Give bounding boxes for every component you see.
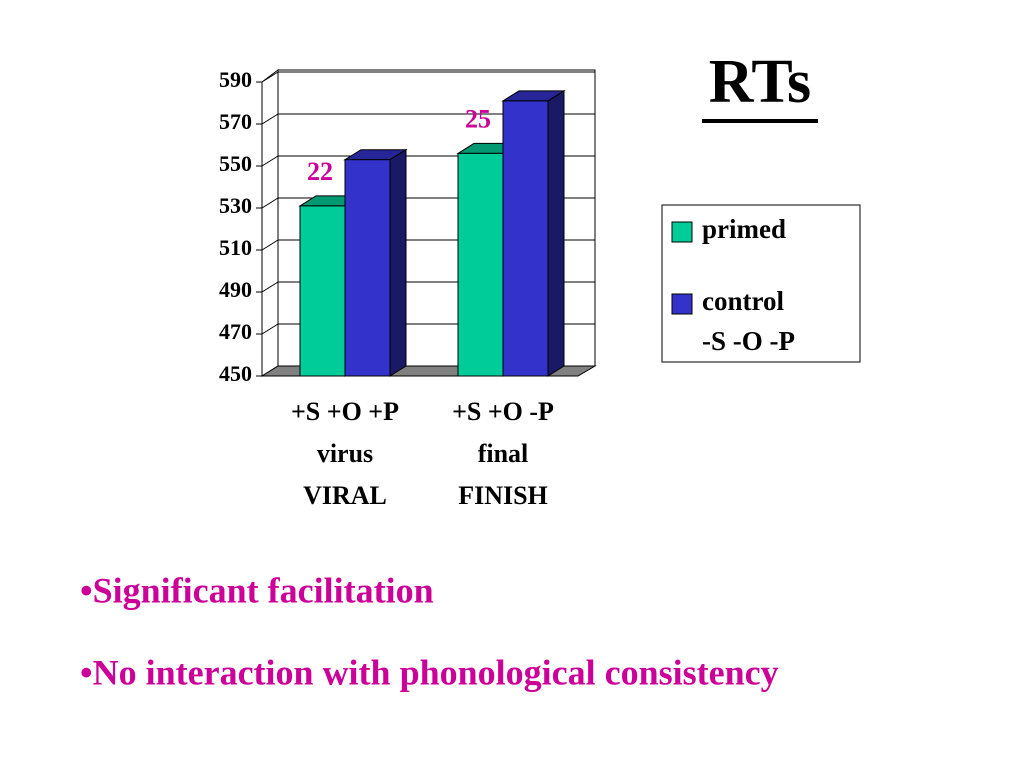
grid-line (261, 239, 279, 251)
legend-box (661, 204, 861, 363)
grid-line (261, 281, 279, 293)
y-tick-label: 510 (219, 235, 252, 260)
y-tick-label: 530 (219, 193, 252, 218)
bar (502, 100, 549, 377)
bullet: •Significant facilitation (80, 570, 434, 610)
y-tick-label: 570 (219, 109, 252, 134)
legend-swatch (671, 221, 693, 243)
bar-side (547, 89, 565, 377)
y-tick-label: 490 (219, 277, 252, 302)
grid-line (261, 71, 279, 83)
annotation: 25 (465, 104, 491, 133)
bar (344, 159, 391, 377)
x-tick-label: +S +O -P (452, 397, 554, 426)
x-tick-label: +S +O +P (291, 397, 399, 426)
grid-line (261, 197, 279, 209)
x-tick-label: VIRAL (303, 481, 387, 510)
x-tick-label: virus (317, 439, 373, 468)
legend-label: -S -O -P (702, 326, 795, 356)
bullet: •No interaction with phonological consis… (80, 652, 779, 692)
y-tick-label: 590 (219, 67, 252, 92)
grid-line (261, 323, 279, 335)
chart-title: RTs (709, 48, 811, 116)
y-tick-label: 470 (219, 319, 252, 344)
annotation: 22 (307, 157, 333, 186)
grid-line (261, 113, 279, 125)
y-tick-label: 450 (219, 361, 252, 386)
y-tick-label: 550 (219, 151, 252, 176)
bar (457, 152, 504, 377)
legend-label: control (702, 286, 784, 316)
legend-swatch (671, 293, 693, 315)
x-tick-label: final (478, 439, 529, 468)
legend-label: primed (702, 214, 786, 244)
bar (299, 205, 346, 377)
bar-side (389, 148, 407, 377)
x-tick-label: FINISH (458, 481, 548, 510)
grid-line (261, 155, 279, 167)
